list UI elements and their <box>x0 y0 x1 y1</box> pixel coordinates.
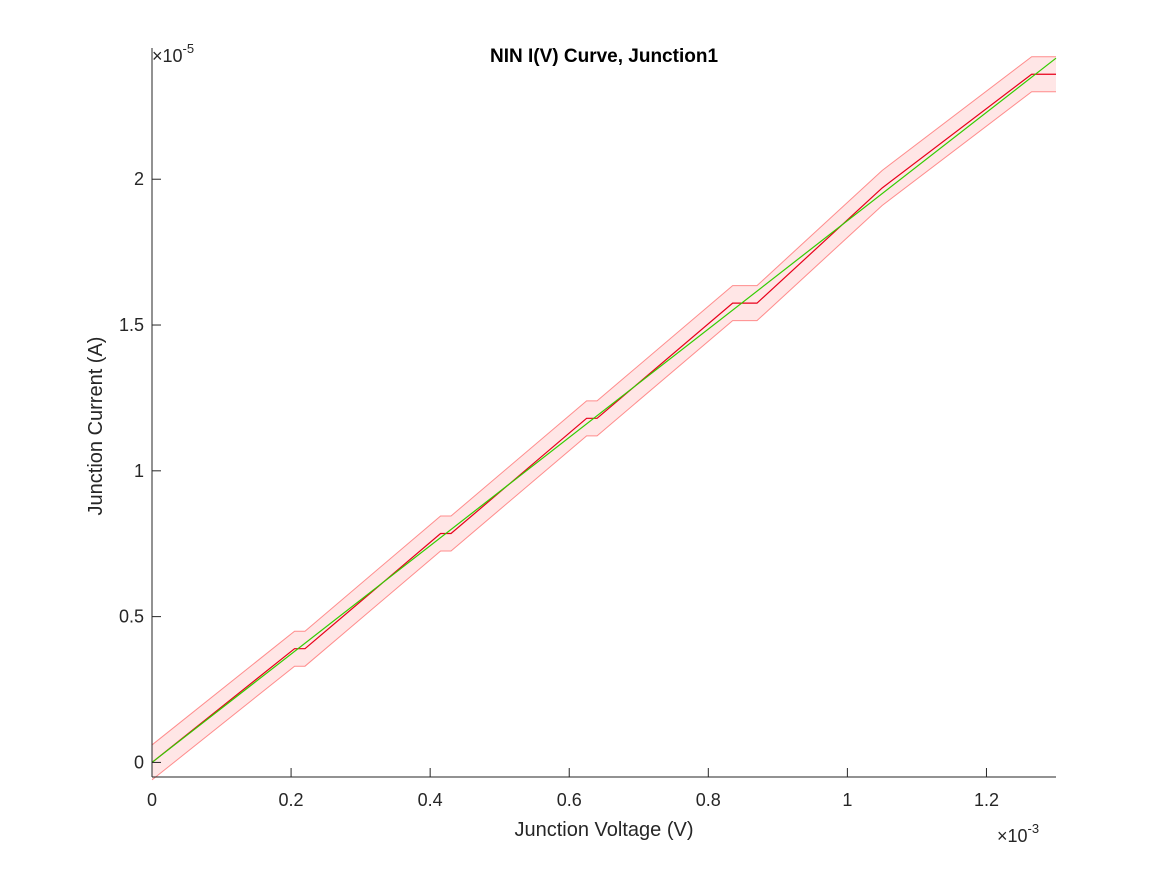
series-line-measured <box>151 73 1056 763</box>
plot-area <box>151 56 1057 781</box>
uncertainty-band <box>152 56 1056 780</box>
x-tick-label: 0 <box>147 790 157 810</box>
x-tick-label: 0.4 <box>418 790 443 810</box>
series-line-fit <box>151 57 1057 763</box>
band-upper-edge <box>151 56 1056 746</box>
x-tick-label: 0.2 <box>279 790 304 810</box>
y-exponent-power: -5 <box>183 41 195 56</box>
y-tick-label: 1 <box>134 461 144 481</box>
y-tick-label: 0.5 <box>119 607 144 627</box>
y-exponent-base: ×10 <box>152 46 183 66</box>
x-tick-label: 1.2 <box>974 790 999 810</box>
x-axis-exponent: ×10-3 <box>997 821 1039 846</box>
y-tick-label: 1.5 <box>119 315 144 335</box>
x-axis-label: Junction Voltage (V) <box>515 819 694 841</box>
y-ticks: 0 0.5 1 1.5 2 <box>119 169 161 772</box>
x-ticks: 0 0.2 0.4 0.6 0.8 1 1.2 <box>147 768 999 810</box>
y-tick-label: 2 <box>134 169 144 189</box>
x-exponent-power: -3 <box>1028 821 1040 836</box>
y-tick-label: 0 <box>134 752 144 772</box>
chart-title: NIN I(V) Curve, Junction1 <box>490 46 718 67</box>
y-axis-label: Junction Current (A) <box>85 337 107 516</box>
band-lower-edge <box>151 91 1056 781</box>
x-exponent-base: ×10 <box>997 826 1028 846</box>
x-tick-label: 0.8 <box>696 790 721 810</box>
axes <box>151 48 1056 778</box>
y-axis-exponent: ×10-5 <box>152 41 194 66</box>
x-tick-label: 0.6 <box>557 790 582 810</box>
x-tick-label: 1 <box>842 790 852 810</box>
